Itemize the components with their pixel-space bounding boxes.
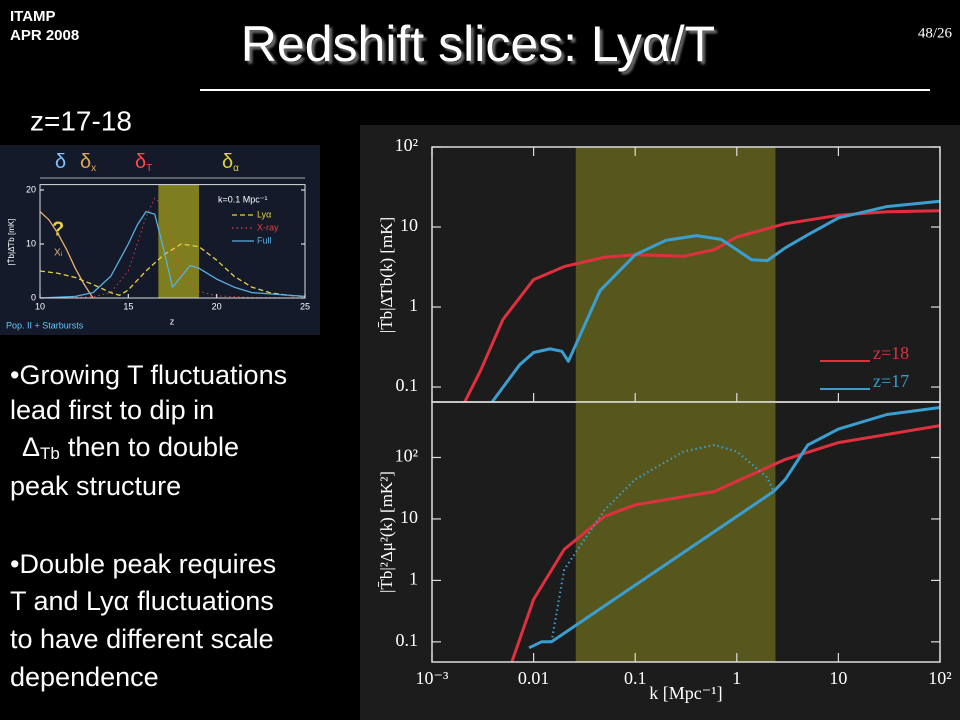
symbol: Δ	[22, 432, 40, 462]
greek-label: δ	[55, 151, 66, 173]
x-tick-label: 10	[35, 301, 45, 311]
bullet-line: to have different scale	[10, 624, 274, 654]
bullet-line: lead first to dip in	[10, 395, 214, 425]
symbol: δ	[80, 151, 91, 173]
legend-label: z=17	[873, 371, 909, 391]
y-axis-label: |T̄b|²Δμ²(k) [mK²]	[377, 471, 396, 593]
x-tick-label: 0.1	[624, 668, 647, 688]
highlight-band	[158, 184, 199, 298]
y-tick-label: 0.1	[396, 375, 419, 395]
text: T and Ly	[10, 586, 114, 616]
symbol: δ	[222, 151, 233, 173]
y-tick-label: 1	[409, 569, 418, 589]
bullet-line: ΔTb then to double	[22, 432, 239, 463]
title: Redshift slices: Lyα/T	[241, 16, 715, 72]
x-tick-label: 20	[212, 301, 222, 311]
y-tick-label: 0	[31, 292, 36, 302]
x-tick-label: 25	[300, 301, 310, 311]
text: then to double	[68, 432, 239, 462]
symbol: α	[114, 586, 130, 616]
legend-label: Full	[257, 235, 272, 245]
highlight-band	[575, 402, 776, 662]
y-tick-label: 10²	[395, 135, 418, 155]
x-axis-label: k [Mpc⁻¹]	[649, 683, 722, 703]
legend-label: X-ray	[257, 222, 279, 232]
x-tick-label: 1	[732, 668, 741, 688]
greek-label: δα	[222, 151, 239, 173]
y-tick-label: 10²	[395, 446, 418, 466]
symbol: δ	[55, 151, 66, 173]
bullet-line: •Growing T fluctuations	[10, 360, 287, 390]
series-line	[528, 406, 940, 650]
x-tick-label: 10	[829, 668, 847, 688]
x-tick-label: 0.01	[518, 668, 550, 688]
highlight-band	[575, 147, 776, 402]
annotation: k=0.1 Mpc⁻¹	[218, 194, 268, 204]
legend-label: z=18	[873, 343, 909, 363]
plot-frame	[431, 401, 941, 663]
subscript: Tb	[40, 444, 60, 463]
bullet-line: T and Lyα fluctuations	[10, 586, 274, 616]
y-axis-label: |T̄b|Δ̄Tb(k) [mK]	[377, 217, 396, 333]
series-line	[40, 210, 305, 299]
y-tick-label: 10	[26, 238, 36, 248]
series-line	[463, 209, 940, 402]
subscript: α	[233, 163, 239, 174]
inset-annotations: k=0.1 Mpc⁻¹ ? Xᵢ Pop. II + Starbursts	[6, 177, 305, 330]
series-line	[490, 199, 940, 402]
symbol: δ	[135, 151, 146, 173]
legend-label: Lyα	[257, 209, 271, 219]
greek-label: δT	[135, 151, 152, 173]
subscript: x	[91, 163, 96, 174]
page-number: 48/26	[918, 25, 953, 41]
subtitle: z=17-18	[30, 105, 132, 136]
bullet-1: •Growing T fluctuations lead first to di…	[10, 360, 287, 501]
x-axis-label: z	[170, 316, 175, 326]
y-tick-label: 10	[400, 215, 418, 235]
x-tick-label: 10⁻³	[416, 668, 450, 688]
greek-label: δx	[80, 151, 96, 173]
plot-frame	[39, 184, 306, 299]
y-tick-label: 0.1	[396, 630, 419, 650]
series-line	[40, 211, 94, 299]
y-tick-label: 1	[409, 295, 418, 315]
y-tick-label: 10	[400, 507, 418, 527]
org: ITAMP	[10, 8, 56, 25]
y-tick-label: 20	[26, 184, 36, 194]
x-tick-label: 10²	[928, 668, 951, 688]
bullet-line: dependence	[10, 662, 159, 692]
bullet-line: •Double peak requires	[10, 549, 276, 579]
date: APR 2008	[10, 27, 79, 44]
annotation: Pop. II + Starbursts	[6, 320, 84, 330]
subscript: T	[146, 163, 152, 174]
series-line	[40, 243, 305, 298]
x-tick-label: 15	[123, 301, 133, 311]
bullet-2: •Double peak requires T and Lyα fluctuati…	[10, 549, 276, 692]
y-axis-label: |T̄b|Δ̄Tb [mK]	[7, 219, 16, 266]
text: fluctuations	[137, 586, 274, 616]
chart: 0.1 1 10 10² 10⁻³ 0.01 0.1 1 10 10² |T̄b|²Δμ²(k) […	[377, 147, 952, 703]
bullet-line: peak structure	[10, 471, 181, 501]
chart: z=18 z=17 0.1 1 10 10² |T̄b|Δ̄Tb(k) [mK]	[377, 135, 941, 403]
annotation: ?	[52, 218, 64, 240]
annotation: Xᵢ	[54, 248, 63, 259]
